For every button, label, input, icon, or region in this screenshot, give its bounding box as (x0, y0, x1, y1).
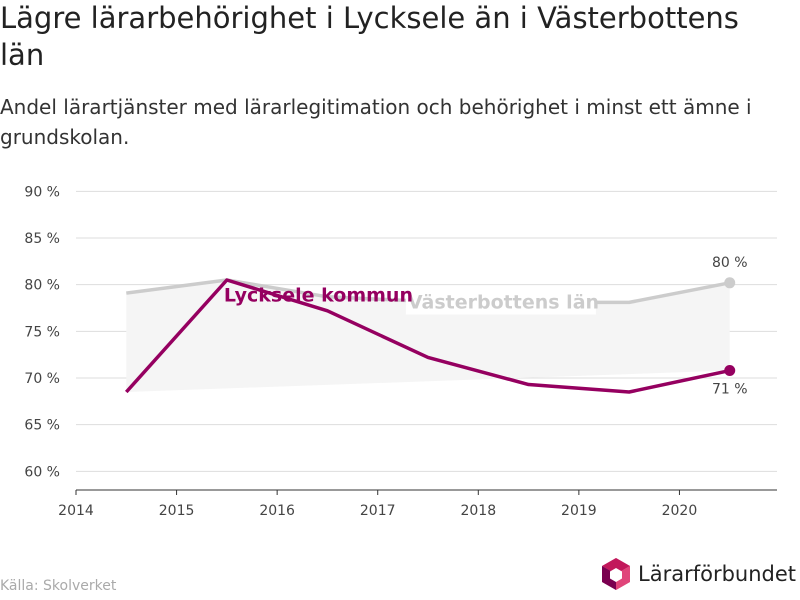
series-line-lycksele (124, 278, 731, 394)
axes: 60 % 65 % 70 % 75 % 80 % 85 % 90 % 2014 2015 2016… (24, 184, 777, 519)
series-label-lycksele: Lycksele kommun (224, 284, 413, 306)
x-tick-label: 2018 (460, 503, 496, 519)
end-label-lycksele: 71 % (712, 382, 748, 398)
end-point-lycksele (724, 365, 736, 377)
y-tick-label: 75 % (24, 324, 60, 340)
cube-logo-icon (602, 558, 630, 590)
x-tick-label: 2016 (259, 503, 295, 519)
x-tick-label: 2019 (561, 503, 597, 519)
series-label-vasterbotten: Västerbottens län (408, 291, 599, 313)
end-point-vasterbotten (724, 277, 736, 289)
source-note: Källa: Skolverket (0, 578, 117, 594)
x-tick-label: 2020 (662, 503, 698, 519)
chart-title: Lägre lärarbehörighet i Lycksele än i Vä… (0, 1, 739, 72)
y-tick-label: 65 % (24, 418, 60, 434)
y-tick-label: 90 % (24, 184, 60, 200)
x-tick-label: 2015 (159, 503, 195, 519)
x-tick-label: 2017 (360, 503, 396, 519)
y-tick-label: 70 % (24, 371, 60, 387)
end-label-vasterbotten: 80 % (712, 255, 748, 271)
chart-subtitle: Andel lärartjänster med lärarlegitimatio… (0, 95, 752, 149)
y-tick-label: 85 % (24, 231, 60, 247)
x-tick-label: 2014 (58, 503, 94, 519)
grid-lines (76, 190, 777, 472)
y-tick-label: 80 % (24, 278, 60, 294)
brand-logo[interactable]: Lärarförbundet (600, 556, 796, 592)
logo-text: Lärarförbundet (638, 562, 797, 586)
y-tick-label: 60 % (24, 464, 60, 480)
series-label-bg (405, 290, 596, 315)
